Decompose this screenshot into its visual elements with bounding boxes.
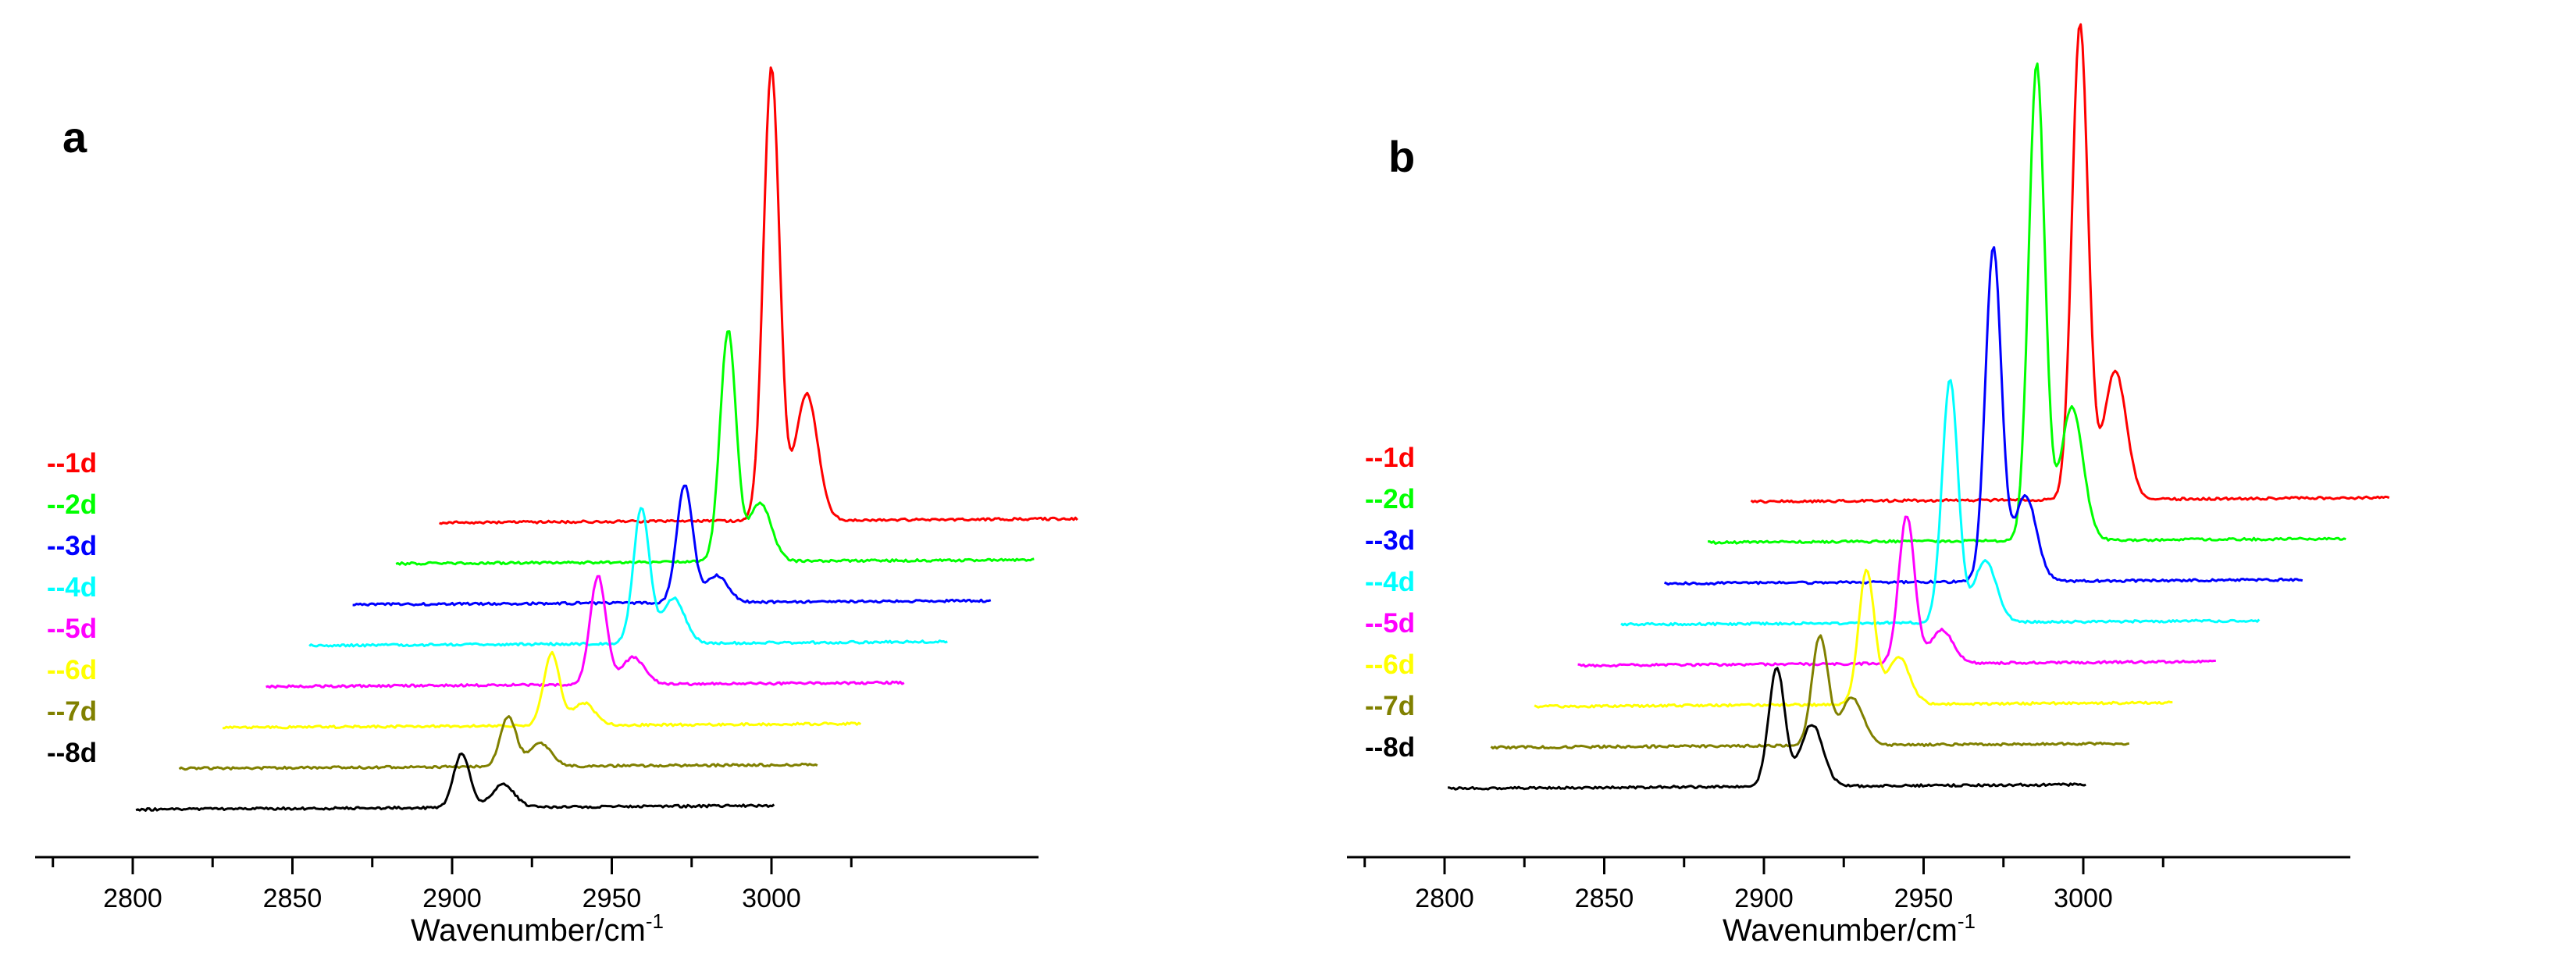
legend-b-8d: --8d [1365, 732, 1415, 763]
x-tick-label: 2900 [422, 884, 482, 913]
panel-b-x-label: Wavenumber/cm-1 [1723, 909, 1976, 948]
x-tick-label: 2800 [103, 884, 162, 913]
legend-a-7d: --7d [47, 696, 97, 727]
series-line-5d [1577, 515, 2216, 668]
x-tick-label: 3000 [2054, 884, 2113, 913]
panel-a-traces [135, 66, 1078, 812]
panel-b-x-axis: 2800 2850 2900 2950 3000 [1347, 856, 2350, 913]
x-tick-label: 2900 [1734, 884, 1794, 913]
legend-a-1d: --1d [47, 448, 97, 479]
x-tick-label: 2950 [583, 884, 642, 913]
legend-b-4d: --4d [1365, 567, 1415, 597]
panel-b-legend: --1d --2d --3d --4d --5d --6d --7d --8d [1365, 443, 1415, 763]
series-line-4d [1620, 379, 2261, 627]
panel-a: a --1d --2d --3d --4d --5d --6d --7d --8… [35, 66, 1078, 948]
x-tick-label: 2850 [1575, 884, 1634, 913]
legend-b-2d: --2d [1365, 484, 1415, 514]
series-line-3d [1663, 246, 2303, 586]
legend-a-6d: --6d [47, 655, 97, 685]
series-line-5d [265, 575, 905, 689]
legend-a-2d: --2d [47, 489, 97, 520]
series-line-2d [395, 330, 1035, 566]
legend-a-8d: --8d [47, 738, 97, 768]
legend-a-5d: --5d [47, 614, 97, 644]
panel-b-x-label-text: Wavenumber/cm [1723, 913, 1958, 948]
panel-a-x-axis: 2800 2850 2900 2950 3000 [35, 856, 1039, 913]
panel-b-traces [1447, 23, 2390, 791]
panel-a-x-label-text: Wavenumber/cm [411, 913, 646, 948]
legend-a-3d: --3d [47, 531, 97, 561]
series-line-4d [308, 507, 948, 648]
x-tick-label: 2950 [1894, 884, 1954, 913]
series-line-6d [1534, 568, 2173, 709]
panel-b-label: b [1388, 132, 1415, 181]
legend-b-5d: --5d [1365, 608, 1415, 639]
x-tick-label: 3000 [742, 884, 801, 913]
panel-a-x-label: Wavenumber/cm-1 [411, 909, 664, 948]
series-line-7d [1490, 634, 2130, 750]
series-line-8d [1447, 667, 2086, 791]
legend-b-6d: --6d [1365, 649, 1415, 680]
panel-a-x-label-superscript: -1 [646, 909, 664, 933]
legend-b-7d: --7d [1365, 691, 1415, 721]
panel-b-x-label-superscript: -1 [1958, 909, 1976, 933]
panel-a-legend: --1d --2d --3d --4d --5d --6d --7d --8d [47, 448, 97, 768]
series-line-7d [178, 715, 818, 771]
x-tick-label: 2850 [263, 884, 322, 913]
series-line-8d [135, 752, 775, 812]
series-line-1d [439, 66, 1078, 525]
panel-b: b --1d --2d --3d --4d --5d --6d --7d --8… [1347, 23, 2390, 948]
series-line-2d [1708, 62, 2346, 545]
panel-a-label: a [62, 112, 87, 162]
legend-b-1d: --1d [1365, 443, 1415, 473]
series-line-3d [352, 484, 992, 607]
x-tick-label: 2800 [1415, 884, 1474, 913]
series-line-1d [1750, 23, 2390, 504]
series-line-6d [222, 650, 862, 730]
legend-a-4d: --4d [47, 572, 97, 603]
legend-b-3d: --3d [1365, 525, 1415, 556]
